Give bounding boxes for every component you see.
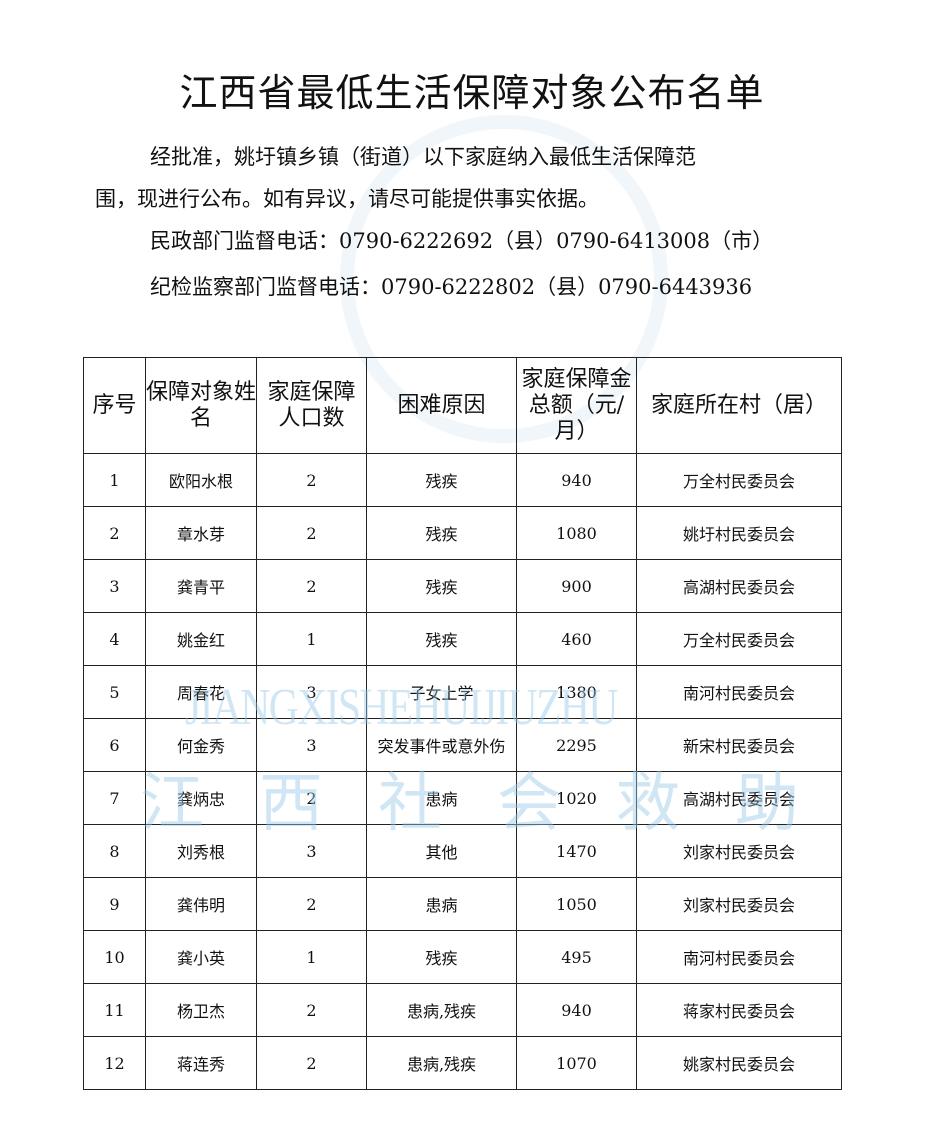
cell-household-size: 2 bbox=[256, 453, 367, 507]
cell-name: 章水芽 bbox=[145, 506, 257, 560]
watermark-pinyin: JIANGXISHEHUIJIUZHU bbox=[185, 679, 618, 736]
cell-index: 8 bbox=[83, 824, 146, 878]
cell-amount: 1050 bbox=[516, 877, 637, 931]
cell-name: 周春花 bbox=[145, 665, 257, 719]
cell-name: 何金秀 bbox=[145, 718, 257, 772]
table-row: 5 周春花 3 子女上学 1380 南河村民委员会 bbox=[83, 665, 842, 719]
cell-index: 6 bbox=[83, 718, 146, 772]
intro-line-2: 围，现进行公布。如有异议，请尽可能提供事实依据。 bbox=[95, 187, 599, 211]
cell-household-size: 3 bbox=[256, 665, 367, 719]
cell-reason: 残疾 bbox=[366, 930, 517, 984]
cell-reason: 患病,残疾 bbox=[366, 1036, 517, 1090]
cell-reason: 残疾 bbox=[366, 453, 517, 507]
cell-index: 5 bbox=[83, 665, 146, 719]
cell-household-size: 1 bbox=[256, 612, 367, 666]
table-row: 3 龚青平 2 残疾 900 高湖村民委员会 bbox=[83, 559, 842, 613]
intro-line-1: 经批准，姚圩镇乡镇（街道）以下家庭纳入最低生活保障范 bbox=[150, 145, 696, 169]
cell-household-size: 2 bbox=[256, 506, 367, 560]
cell-village: 万全村民委员会 bbox=[636, 453, 842, 507]
cell-index: 11 bbox=[83, 983, 146, 1037]
cell-index: 9 bbox=[83, 877, 146, 931]
cell-household-size: 1 bbox=[256, 930, 367, 984]
table-header-row: 序号 保障对象姓名 家庭保障人口数 困难原因 家庭保障金总额（元/月） 家庭所在村（居） bbox=[83, 357, 842, 454]
cell-reason: 突发事件或意外伤 bbox=[366, 718, 517, 772]
header-village: 家庭所在村（居） bbox=[636, 357, 842, 454]
cell-village: 高湖村民委员会 bbox=[636, 771, 842, 825]
page-title: 江西省最低生活保障对象公布名单 bbox=[179, 71, 765, 115]
cell-index: 12 bbox=[83, 1036, 146, 1090]
cell-household-size: 3 bbox=[256, 824, 367, 878]
cell-reason: 残疾 bbox=[366, 612, 517, 666]
table-row: 2 章水芽 2 残疾 1080 姚圩村民委员会 bbox=[83, 506, 842, 560]
cell-name: 龚青平 bbox=[145, 559, 257, 613]
cell-village: 刘家村民委员会 bbox=[636, 877, 842, 931]
table-row: 1 欧阳水根 2 残疾 940 万全村民委员会 bbox=[83, 453, 842, 507]
table-row: 4 姚金红 1 残疾 460 万全村民委员会 bbox=[83, 612, 842, 666]
cell-name: 蒋连秀 bbox=[145, 1036, 257, 1090]
civil-affairs-phone: 民政部门监督电话：0790-6222692（县）0790-6413008（市） bbox=[150, 229, 774, 253]
header-household-size: 家庭保障人口数 bbox=[256, 357, 367, 454]
cell-amount: 2295 bbox=[516, 718, 637, 772]
cell-name: 龚伟明 bbox=[145, 877, 257, 931]
cell-village: 刘家村民委员会 bbox=[636, 824, 842, 878]
cell-amount: 1080 bbox=[516, 506, 637, 560]
cell-reason: 患病 bbox=[366, 877, 517, 931]
cell-village: 蒋家村民委员会 bbox=[636, 983, 842, 1037]
header-index: 序号 bbox=[83, 357, 146, 454]
cell-name: 欧阳水根 bbox=[145, 453, 257, 507]
cell-village: 姚家村民委员会 bbox=[636, 1036, 842, 1090]
cell-index: 7 bbox=[83, 771, 146, 825]
cell-reason: 残疾 bbox=[366, 506, 517, 560]
cell-reason: 患病,残疾 bbox=[366, 983, 517, 1037]
cell-index: 1 bbox=[83, 453, 146, 507]
cell-village: 南河村民委员会 bbox=[636, 930, 842, 984]
cell-index: 2 bbox=[83, 506, 146, 560]
cell-index: 3 bbox=[83, 559, 146, 613]
discipline-phone: 纪检监察部门监督电话：0790-6222802（县）0790-6443936 bbox=[150, 275, 753, 299]
table-row: 10 龚小英 1 残疾 495 南河村民委员会 bbox=[83, 930, 842, 984]
cell-name: 杨卫杰 bbox=[145, 983, 257, 1037]
table-row: 6 何金秀 3 突发事件或意外伤 2295 新宋村民委员会 bbox=[83, 718, 842, 772]
cell-amount: 495 bbox=[516, 930, 637, 984]
cell-amount: 1020 bbox=[516, 771, 637, 825]
cell-household-size: 2 bbox=[256, 983, 367, 1037]
cell-name: 刘秀根 bbox=[145, 824, 257, 878]
table-row: 11 杨卫杰 2 患病,残疾 940 蒋家村民委员会 bbox=[83, 983, 842, 1037]
header-name: 保障对象姓名 bbox=[145, 357, 257, 454]
cell-village: 姚圩村民委员会 bbox=[636, 506, 842, 560]
cell-household-size: 2 bbox=[256, 559, 367, 613]
cell-amount: 900 bbox=[516, 559, 637, 613]
cell-household-size: 3 bbox=[256, 718, 367, 772]
recipients-table: 序号 保障对象姓名 家庭保障人口数 困难原因 家庭保障金总额（元/月） 家庭所在村（居） … bbox=[83, 357, 842, 1090]
cell-amount: 1070 bbox=[516, 1036, 637, 1090]
header-reason: 困难原因 bbox=[366, 357, 517, 454]
cell-household-size: 2 bbox=[256, 877, 367, 931]
cell-amount: 1470 bbox=[516, 824, 637, 878]
header-amount: 家庭保障金总额（元/月） bbox=[516, 357, 637, 454]
cell-index: 4 bbox=[83, 612, 146, 666]
cell-name: 姚金红 bbox=[145, 612, 257, 666]
cell-reason: 残疾 bbox=[366, 559, 517, 613]
cell-amount: 940 bbox=[516, 453, 637, 507]
watermark-chinese: 江西社会救助 bbox=[140, 767, 854, 841]
cell-reason: 子女上学 bbox=[366, 665, 517, 719]
table-row: 12 蒋连秀 2 患病,残疾 1070 姚家村民委员会 bbox=[83, 1036, 842, 1090]
cell-village: 南河村民委员会 bbox=[636, 665, 842, 719]
cell-name: 龚炳忠 bbox=[145, 771, 257, 825]
cell-amount: 460 bbox=[516, 612, 637, 666]
cell-index: 10 bbox=[83, 930, 146, 984]
table-row: 9 龚伟明 2 患病 1050 刘家村民委员会 bbox=[83, 877, 842, 931]
cell-village: 万全村民委员会 bbox=[636, 612, 842, 666]
cell-village: 高湖村民委员会 bbox=[636, 559, 842, 613]
cell-household-size: 2 bbox=[256, 1036, 367, 1090]
cell-amount: 940 bbox=[516, 983, 637, 1037]
table-row: 8 刘秀根 3 其他 1470 刘家村民委员会 bbox=[83, 824, 842, 878]
cell-name: 龚小英 bbox=[145, 930, 257, 984]
